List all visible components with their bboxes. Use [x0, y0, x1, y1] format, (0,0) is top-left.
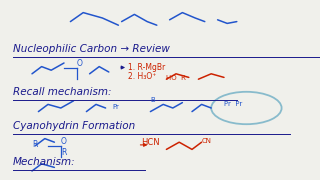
- Text: O: O: [77, 59, 83, 68]
- Text: R: R: [32, 140, 37, 149]
- Text: Pr  Pr: Pr Pr: [224, 101, 242, 107]
- Text: Recall mechanism:: Recall mechanism:: [13, 87, 111, 97]
- Text: Mechanism:: Mechanism:: [13, 157, 76, 167]
- Text: O: O: [61, 137, 67, 146]
- Text: Nucleophilic Carbon → Review: Nucleophilic Carbon → Review: [13, 44, 170, 54]
- Text: Cyanohydrin Formation: Cyanohydrin Formation: [13, 121, 135, 131]
- Text: R: R: [61, 148, 66, 157]
- Text: CN: CN: [202, 138, 212, 144]
- Text: HCN: HCN: [141, 138, 159, 147]
- Text: HO  R: HO R: [166, 75, 186, 81]
- Text: 1. R-MgBr: 1. R-MgBr: [128, 63, 165, 72]
- Text: B: B: [150, 97, 155, 103]
- Text: Pr: Pr: [112, 104, 119, 110]
- Text: 2. H₃O⁺: 2. H₃O⁺: [128, 72, 156, 81]
